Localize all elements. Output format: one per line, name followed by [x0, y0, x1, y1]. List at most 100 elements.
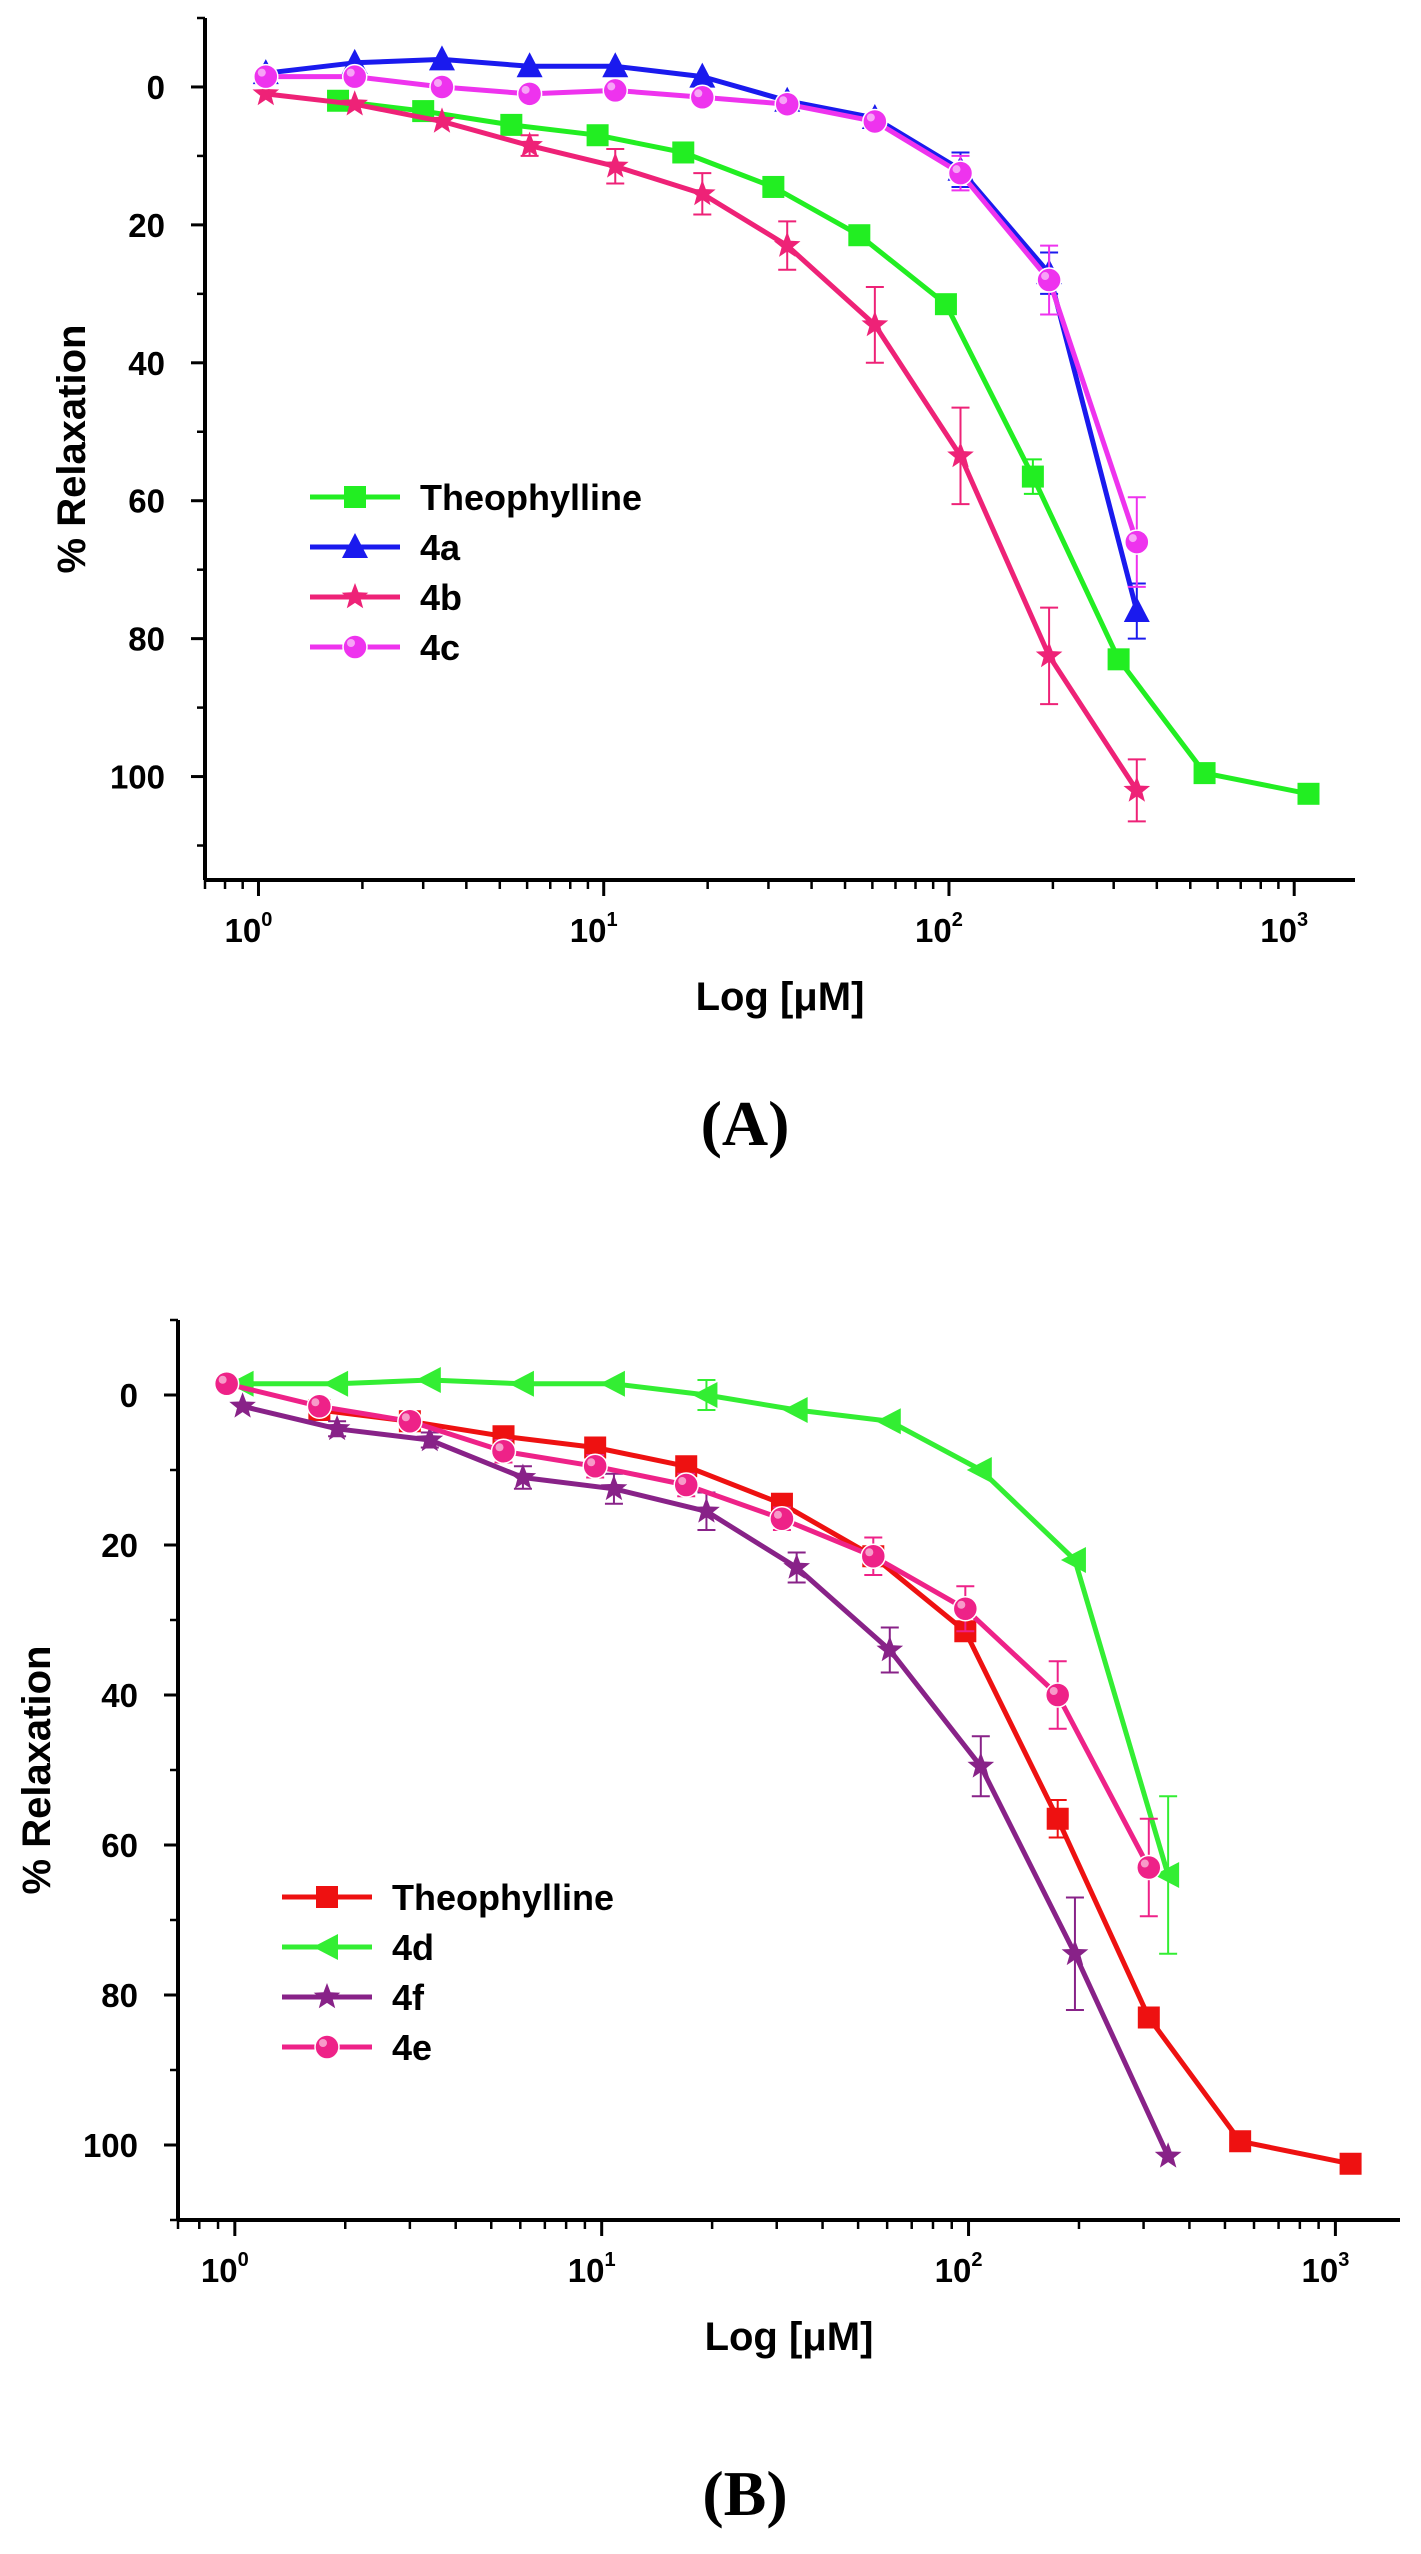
x-tick-exponent: 2: [971, 2249, 982, 2271]
x-tick-base: 10: [1260, 912, 1297, 949]
x-tick-exponent: 1: [604, 2249, 615, 2271]
data-point-highlight: [865, 1548, 874, 1557]
data-point-highlight: [1128, 534, 1137, 543]
data-point-highlight: [678, 1477, 687, 1485]
data-point: [1154, 1862, 1180, 1888]
data-point: [947, 160, 974, 186]
series-4c: [253, 63, 1150, 588]
x-tick-base: 10: [935, 2252, 972, 2289]
series-line: [242, 1377, 1171, 1876]
x-tick-exponent: 2: [952, 909, 963, 931]
series-line: [337, 98, 1309, 797]
data-point: [500, 113, 523, 136]
y-tick-label: 100: [83, 2127, 138, 2164]
data-point: [1193, 762, 1216, 785]
x-axis-title: Log [μM]: [696, 975, 865, 1019]
panel-label: (B): [702, 2458, 787, 2529]
legend-marker-highlight: [347, 639, 355, 647]
data-point: [1060, 1547, 1086, 1573]
legend: Theophylline 4d 4f 4e: [282, 1877, 614, 2068]
y-tick-label: 0: [147, 69, 165, 106]
data-point: [252, 79, 280, 106]
data-point: [862, 108, 888, 135]
legend-marker: [313, 1983, 341, 2009]
data-point: [1035, 641, 1063, 668]
legend-label: Theophylline: [420, 477, 642, 518]
data-point: [509, 1463, 537, 1489]
data-point-highlight: [952, 165, 961, 174]
data-point: [516, 131, 543, 157]
data-point: [415, 1367, 441, 1393]
y-tick-label: 100: [110, 759, 165, 796]
data-point: [253, 63, 279, 90]
series-4d: [228, 1367, 1180, 1955]
data-point-highlight: [866, 113, 875, 122]
x-tick-base: 10: [570, 912, 607, 949]
data-point: [952, 1596, 979, 1622]
data-point: [582, 1453, 608, 1479]
data-point: [693, 1497, 720, 1523]
y-axis-title: % Relaxation: [50, 325, 94, 574]
legend-label: 4f: [392, 1977, 425, 2018]
x-tick-label: 102: [935, 2249, 983, 2289]
legend-marker: [342, 634, 368, 660]
x-tick-label: 101: [568, 2249, 616, 2289]
legend-marker: [342, 533, 368, 558]
data-point: [774, 91, 800, 117]
x-tick-exponent: 0: [238, 2249, 249, 2271]
data-point: [947, 441, 974, 468]
data-point: [341, 90, 368, 116]
data-point: [1229, 2130, 1252, 2153]
data-point: [600, 1474, 628, 1501]
data-point: [762, 175, 785, 198]
x-tick-exponent: 0: [261, 909, 272, 931]
data-point: [1297, 782, 1320, 805]
y-tick-label: 60: [128, 483, 165, 520]
data-point-highlight: [607, 82, 616, 91]
data-point: [861, 310, 889, 337]
data-point: [934, 293, 957, 316]
data-point-highlight: [1041, 272, 1050, 281]
data-point: [672, 141, 695, 164]
x-tick-base: 10: [568, 2252, 605, 2289]
data-point-highlight: [773, 1510, 782, 1519]
x-tick-label: 100: [201, 2249, 249, 2289]
data-point: [1137, 2006, 1160, 2029]
data-point-highlight: [957, 1600, 966, 1609]
data-point: [1154, 2142, 1182, 2168]
x-tick-label: 101: [570, 909, 618, 949]
x-tick-label: 103: [1260, 909, 1308, 949]
y-tick-label: 20: [128, 207, 165, 244]
data-point-highlight: [779, 96, 788, 105]
data-point-highlight: [1049, 1687, 1058, 1695]
legend-label: 4b: [420, 577, 462, 618]
data-point-highlight: [694, 89, 703, 98]
data-point-highlight: [311, 1398, 320, 1407]
x-tick-exponent: 3: [1338, 2249, 1349, 2271]
legend: Theophylline 4a 4b 4c: [310, 477, 642, 668]
series-4b: [252, 79, 1151, 823]
chart-panel-a: 0 20 40 60 80 100 100 101 102 103 Log [μM]% Relaxa…: [0, 0, 1421, 1250]
legend-label: 4e: [392, 2027, 432, 2068]
y-tick-label: 80: [101, 1977, 138, 2014]
data-point-highlight: [346, 68, 355, 77]
data-point: [429, 74, 455, 100]
y-tick-label: 40: [101, 1677, 138, 1714]
legend-marker: [344, 486, 366, 508]
data-point: [1061, 1939, 1089, 1966]
x-tick-base: 10: [1301, 2252, 1338, 2289]
legend-label: 4d: [392, 1927, 434, 1968]
y-axis-title: % Relaxation: [15, 1646, 59, 1895]
data-point: [1124, 529, 1150, 555]
data-point-highlight: [587, 1458, 596, 1467]
data-point: [1123, 776, 1151, 802]
data-point: [428, 45, 455, 71]
series-theophylline: [308, 1399, 1362, 2175]
data-point: [689, 84, 716, 111]
data-point: [601, 152, 629, 178]
x-tick-label: 100: [225, 909, 273, 949]
legend-label: 4a: [420, 527, 461, 568]
data-point: [1107, 648, 1130, 671]
legend-label: 4c: [420, 627, 460, 668]
data-point: [508, 1370, 534, 1397]
